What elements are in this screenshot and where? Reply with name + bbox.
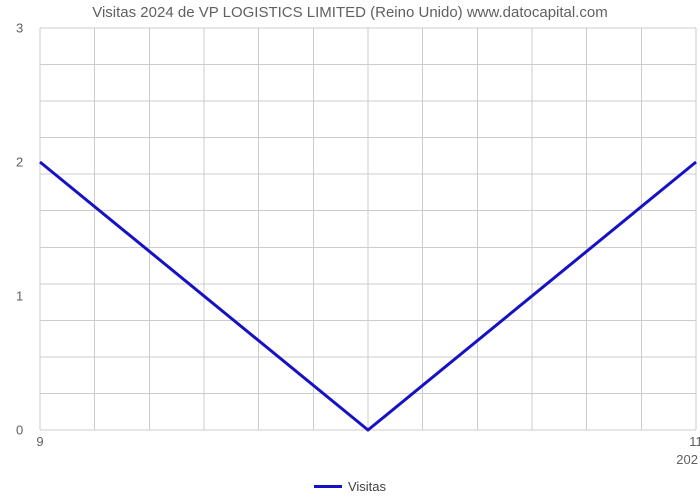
y-tick-label: 3 [16,21,23,36]
y-tick-label: 1 [16,289,23,304]
chart-title: Visitas 2024 de VP LOGISTICS LIMITED (Re… [0,4,700,21]
legend-label: Visitas [348,479,386,494]
y-tick-label: 2 [16,155,23,170]
legend-swatch [314,485,342,488]
x-tick-label: 9 [36,434,43,449]
x-tick-label: 11 [689,434,700,449]
chart-plot-area [0,0,700,500]
line-chart: Visitas 2024 de VP LOGISTICS LIMITED (Re… [0,0,700,500]
x-axis-extra-label: 202 [676,452,698,467]
chart-legend: Visitas [0,478,700,494]
y-tick-label: 0 [16,423,23,438]
